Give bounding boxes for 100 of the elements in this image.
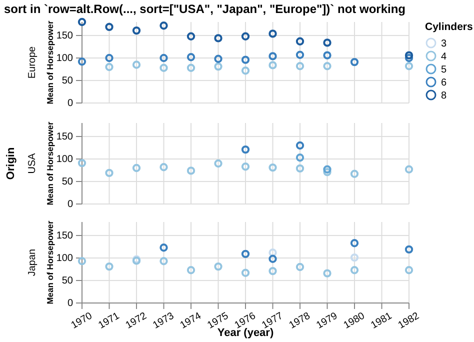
y-axis-title: Mean of Horsepower [45,20,55,104]
point [323,168,332,176]
y-tick-label: 100 [56,53,74,64]
x-tick-label: 1978 [287,310,313,332]
point [214,34,222,42]
point [296,164,304,173]
point [241,145,250,154]
point [268,30,277,38]
y-tick-label: 150 [56,30,74,42]
x-axis-title: Year (year) [217,327,274,339]
legend-title: Cylinders [425,21,474,33]
x-tick-label: 1970 [69,310,95,332]
point [350,266,359,274]
y-tick-label: 0 [67,298,74,310]
y-tick-label: 50 [62,176,74,188]
x-tick-label: 1981 [369,310,394,332]
point [78,58,86,66]
point [214,54,222,63]
point [186,53,196,62]
point [268,163,277,172]
point [404,62,414,70]
point [241,162,250,171]
y-axis-title: Mean of Horsepower [45,121,55,206]
point [323,38,332,47]
point [268,254,277,263]
point [160,257,168,266]
point [160,163,168,172]
point [268,266,277,276]
x-tick-label: 1982 [396,310,422,332]
point [241,268,250,277]
y-tick-label: 50 [62,76,74,87]
point [78,158,86,168]
point [78,18,86,26]
y-tick-label: 150 [56,132,74,143]
legend-label: 6 [441,78,447,88]
point [404,51,414,60]
point [132,60,141,69]
point [241,56,250,64]
point [296,141,304,150]
legend-label: 8 [441,90,447,102]
point [241,250,250,258]
y-tick-label: 100 [56,154,74,166]
point [105,54,114,62]
point [323,51,332,60]
point [268,248,277,257]
point [186,64,196,72]
x-tick-label: 1974 [178,310,204,332]
point [296,62,304,70]
y-tick-label: 150 [56,230,74,242]
point [78,257,86,266]
point [268,61,277,70]
point [160,244,168,252]
y-tick-label: 50 [62,276,74,287]
point [268,52,277,60]
point [404,165,414,174]
text: Europe [27,46,38,79]
point [105,22,114,32]
point [105,62,114,72]
legend-label: 5 [441,64,447,76]
legend-label: 4 [441,52,447,62]
point [160,22,168,30]
x-tick-label: 1973 [151,310,176,332]
point [160,64,168,72]
point [350,58,359,66]
point [214,262,222,271]
point [105,262,114,271]
point [296,154,304,162]
point [404,266,414,274]
x-tick-label: 1979 [314,310,340,332]
y-tick-label: 100 [56,253,74,264]
point [296,37,304,46]
point [350,253,359,262]
y-tick-label: 0 [67,199,74,210]
point [186,32,196,40]
x-tick-label: 1980 [342,310,368,332]
point [132,164,141,172]
point [214,62,222,71]
point [105,168,114,178]
point [404,54,414,62]
x-tick-label: 1972 [124,310,150,332]
text: Japan [27,248,38,276]
point [350,239,359,248]
x-tick-label: 1971 [96,310,122,332]
point [323,269,332,278]
point [186,166,196,175]
point [323,62,332,70]
text: Origin [5,147,17,180]
legend-label: 3 [441,38,447,50]
point [296,262,304,272]
text: USA [27,152,38,174]
point [186,266,196,274]
point [350,170,359,178]
point [132,26,141,35]
point [241,32,250,40]
point [296,50,304,59]
point [404,245,414,254]
point [160,54,168,62]
y-axis-title: Mean of Horsepower [45,220,55,304]
y-tick-label: 0 [67,98,74,110]
point [323,165,332,174]
